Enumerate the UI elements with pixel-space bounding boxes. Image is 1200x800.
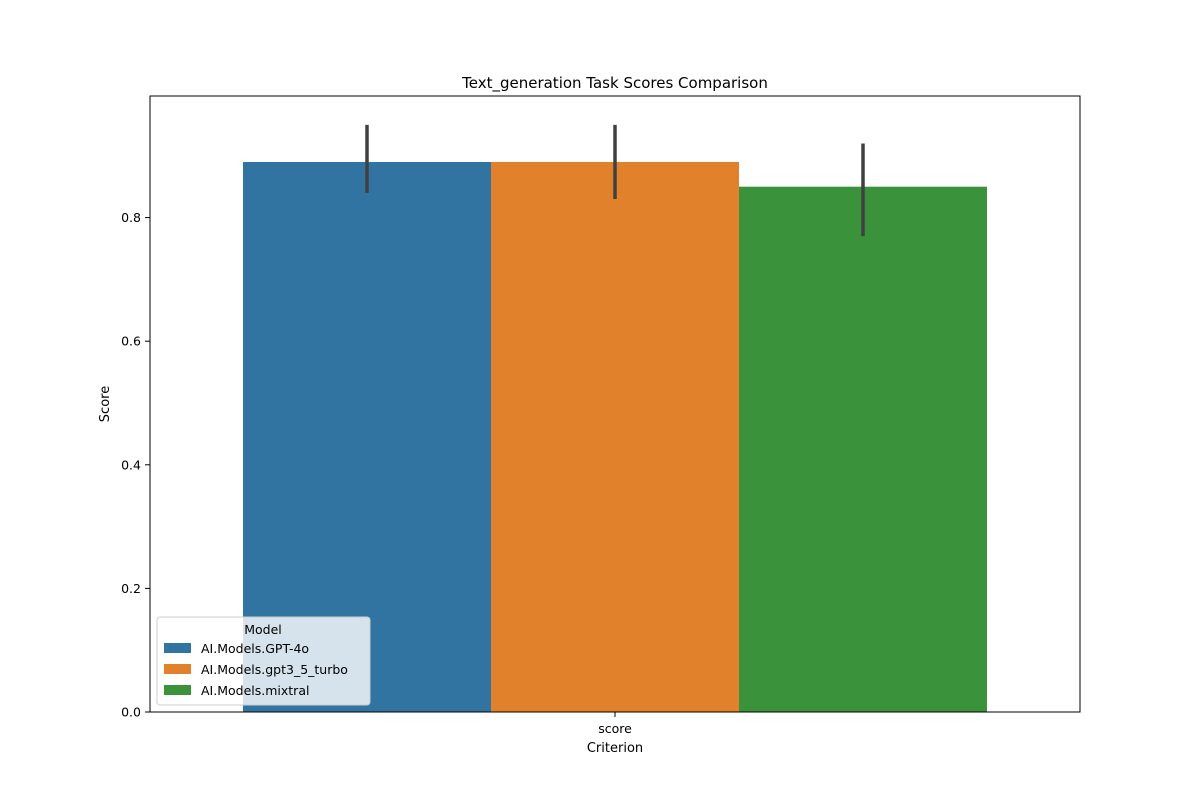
- legend-swatch: [164, 643, 191, 653]
- x-axis-label: Criterion: [587, 741, 643, 756]
- error-bars-layer: [365, 124, 865, 237]
- x-tick-label: score: [598, 721, 632, 736]
- legend-swatch: [164, 685, 191, 695]
- x-axis: score: [598, 712, 632, 736]
- y-tick-label: 0.0: [121, 705, 141, 720]
- legend-title: Model: [244, 622, 282, 637]
- legend-entry-label: AI.Models.GPT-4o: [201, 641, 309, 656]
- bar-ai-models-mixtral: [739, 186, 987, 712]
- y-tick-label: 0.2: [121, 581, 141, 596]
- legend-entry-label: AI.Models.gpt3_5_turbo: [201, 662, 348, 677]
- chart-title: Text_generation Task Scores Comparison: [461, 74, 768, 93]
- legend-box: [156, 616, 371, 706]
- bars-layer: [243, 161, 987, 713]
- y-tick-label: 0.8: [121, 210, 141, 225]
- legend-swatch: [164, 664, 191, 674]
- bar-ai-models-gpt3-5-turbo: [491, 161, 739, 713]
- y-tick-label: 0.6: [121, 334, 141, 349]
- legend-entry-label: AI.Models.mixtral: [201, 683, 309, 698]
- y-axis: 0.0 0.2 0.4 0.6 0.8: [121, 210, 150, 720]
- y-tick-label: 0.4: [121, 457, 141, 472]
- y-axis-label: Score: [98, 386, 113, 422]
- legend-items: AI.Models.GPT-4o AI.Models.gpt3_5_turbo AI…: [164, 641, 348, 698]
- legend: Model AI.Models.GPT-4o AI.Models.gpt3_5_t…: [156, 616, 371, 706]
